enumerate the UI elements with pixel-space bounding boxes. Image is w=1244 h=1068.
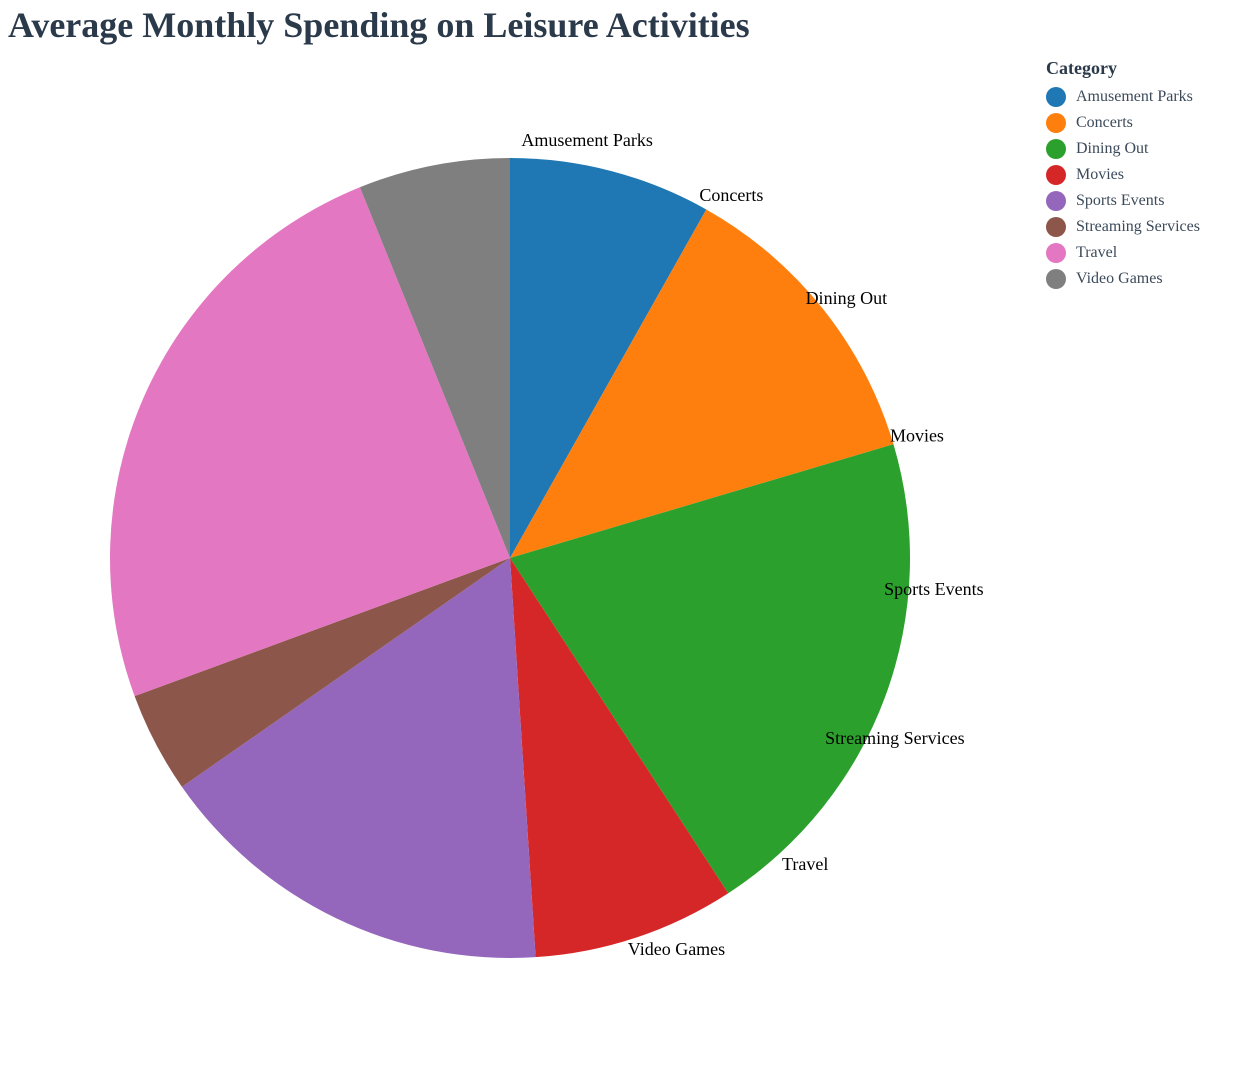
legend-item-travel: Travel bbox=[1046, 240, 1200, 266]
legend-swatch-travel bbox=[1046, 243, 1066, 263]
slice-label-sports-events: Sports Events bbox=[884, 579, 984, 599]
slice-label-dining-out: Dining Out bbox=[806, 288, 888, 308]
legend-swatch-amusement-parks bbox=[1046, 87, 1066, 107]
legend-swatch-concerts bbox=[1046, 113, 1066, 133]
legend-label-streaming-services: Streaming Services bbox=[1076, 218, 1200, 235]
legend-label-amusement-parks: Amusement Parks bbox=[1076, 88, 1193, 105]
slice-labels: Amusement Parks Concerts Dining Out Movies S… bbox=[521, 130, 983, 959]
pie-slice-video-games bbox=[359, 158, 510, 558]
legend-swatch-video-games bbox=[1046, 269, 1066, 289]
legend: Category Amusement Parks Concerts Dining O… bbox=[1046, 58, 1200, 292]
legend-label-dining-out: Dining Out bbox=[1076, 140, 1149, 157]
pie-slices bbox=[110, 158, 910, 958]
legend-swatch-streaming-services bbox=[1046, 217, 1066, 237]
slice-label-streaming-services: Streaming Services bbox=[825, 728, 964, 748]
pie-slice-streaming-services bbox=[134, 558, 511, 787]
legend-label-movies: Movies bbox=[1076, 166, 1124, 183]
pie-slice-dining-out bbox=[510, 444, 910, 894]
slice-label-travel: Travel bbox=[782, 854, 828, 874]
slice-label-amusement-parks: Amusement Parks bbox=[521, 130, 652, 150]
legend-swatch-movies bbox=[1046, 165, 1066, 185]
pie-slice-concerts bbox=[510, 209, 894, 558]
pie-slice-movies bbox=[510, 558, 729, 958]
pie-slice-amusement-parks bbox=[510, 158, 707, 558]
pie-slice-sports-events bbox=[181, 558, 536, 958]
legend-label-sports-events: Sports Events bbox=[1076, 192, 1165, 209]
legend-item-dining-out: Dining Out bbox=[1046, 136, 1200, 162]
legend-label-concerts: Concerts bbox=[1076, 114, 1133, 131]
slice-label-video-games: Video Games bbox=[628, 939, 725, 959]
legend-item-movies: Movies bbox=[1046, 162, 1200, 188]
legend-swatch-sports-events bbox=[1046, 191, 1066, 211]
legend-item-video-games: Video Games bbox=[1046, 266, 1200, 292]
legend-item-amusement-parks: Amusement Parks bbox=[1046, 84, 1200, 110]
legend-item-streaming-services: Streaming Services bbox=[1046, 214, 1200, 240]
legend-item-sports-events: Sports Events bbox=[1046, 188, 1200, 214]
legend-item-concerts: Concerts bbox=[1046, 110, 1200, 136]
chart-title: Average Monthly Spending on Leisure Acti… bbox=[8, 5, 750, 45]
slice-label-concerts: Concerts bbox=[699, 185, 763, 205]
slice-label-movies: Movies bbox=[890, 425, 944, 445]
legend-title: Category bbox=[1046, 58, 1117, 78]
pie-slice-travel bbox=[110, 187, 511, 697]
legend-items: Amusement Parks Concerts Dining Out Movies S… bbox=[1046, 84, 1200, 292]
legend-swatch-dining-out bbox=[1046, 139, 1066, 159]
legend-label-travel: Travel bbox=[1076, 244, 1118, 261]
legend-label-video-games: Video Games bbox=[1076, 270, 1163, 287]
